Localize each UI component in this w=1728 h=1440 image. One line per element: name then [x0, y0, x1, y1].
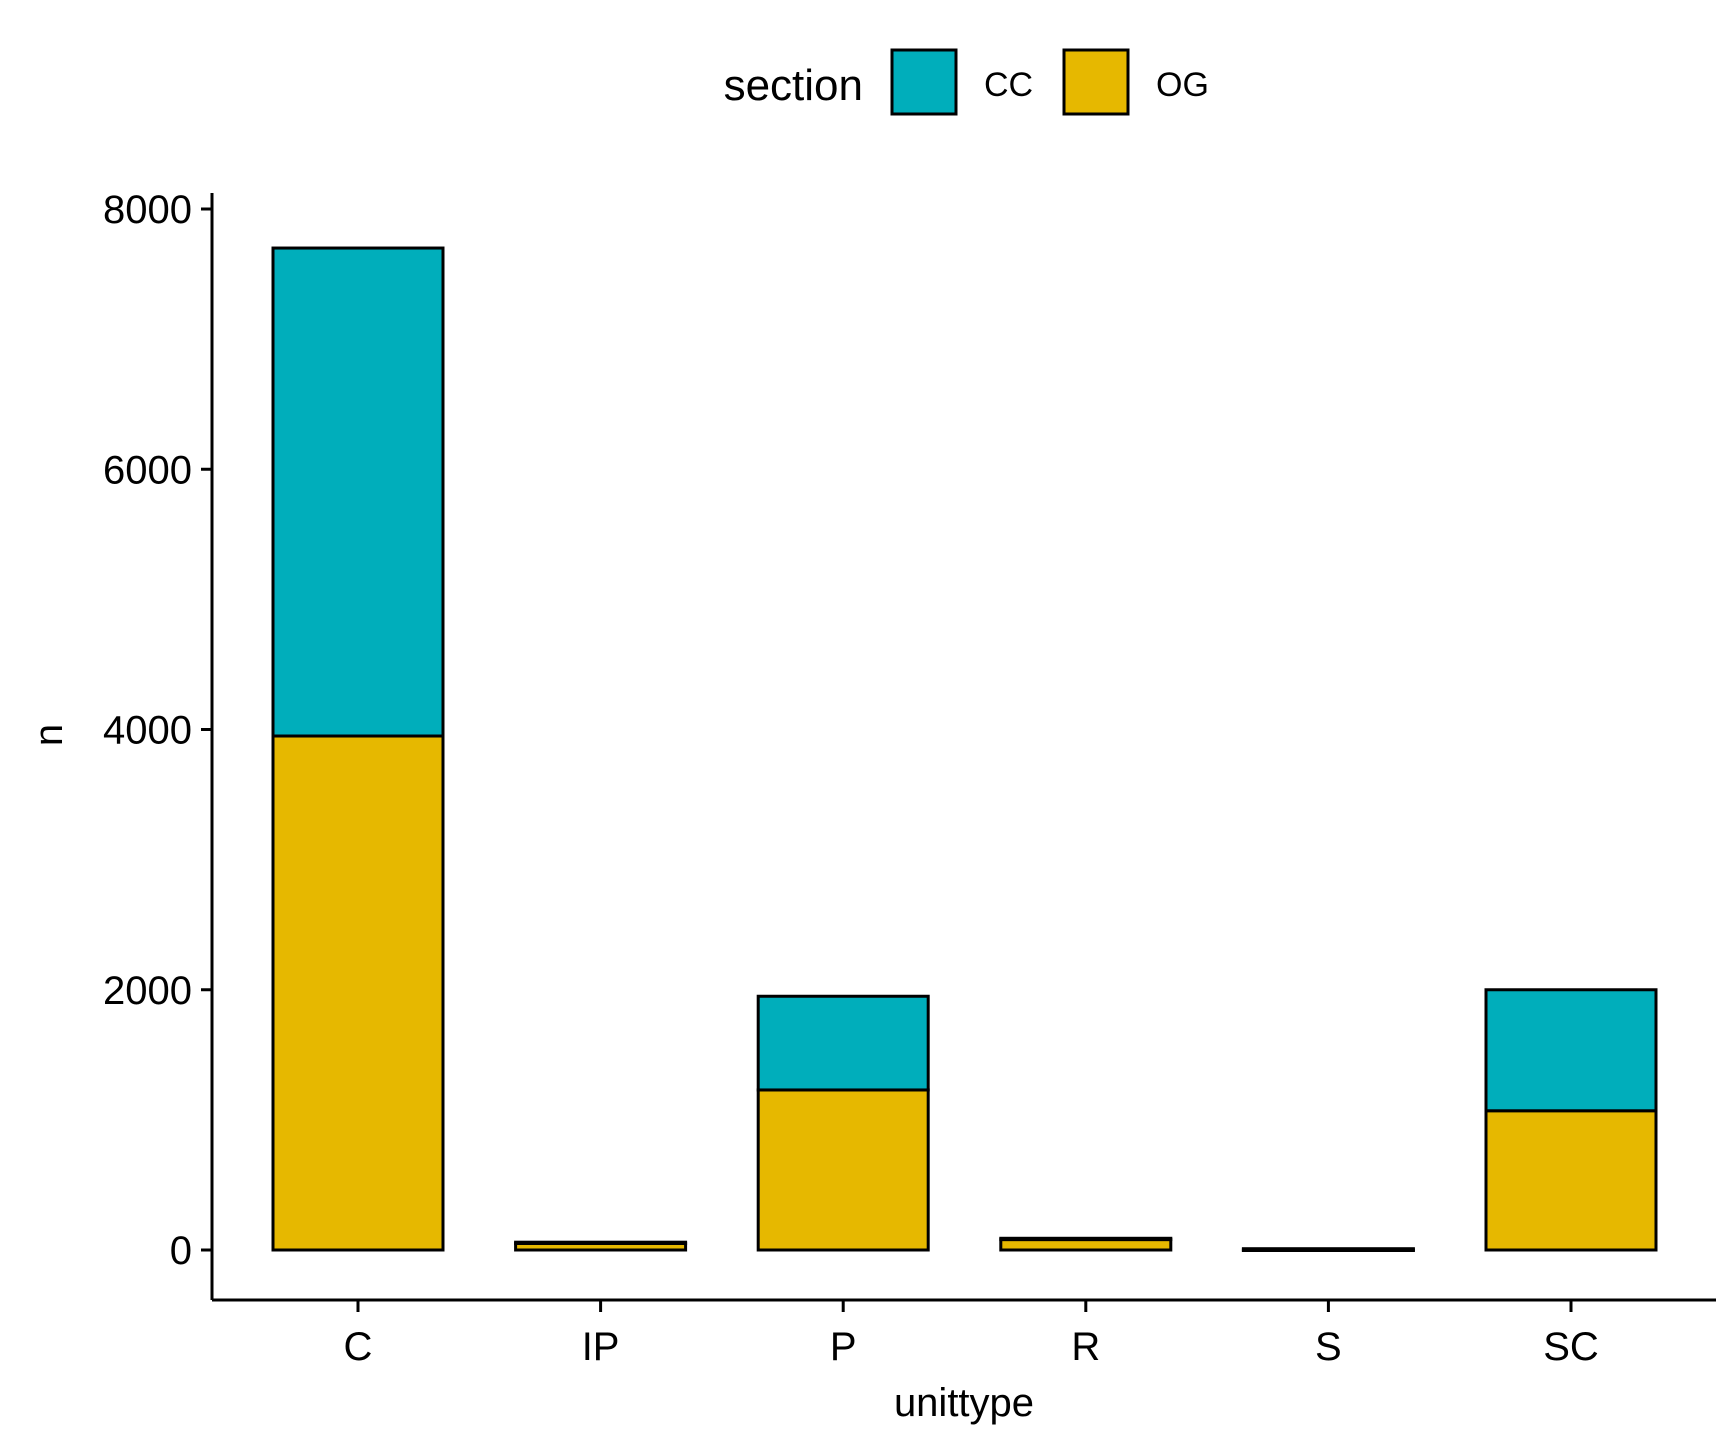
x-tick-label: S	[1315, 1325, 1342, 1369]
y-tick-label: 2000	[103, 969, 192, 1013]
bar-C-CC	[271, 246, 445, 738]
bar-R-CC	[999, 1236, 1173, 1242]
bars	[271, 246, 1658, 1252]
x-tick-label: SC	[1543, 1325, 1599, 1369]
y-axis-title: n	[27, 724, 71, 746]
bar-R-OG	[999, 1238, 1173, 1252]
bar-S-CC	[1241, 1247, 1415, 1252]
y-tick-label: 8000	[103, 188, 192, 232]
y-tick-label: 4000	[103, 709, 192, 753]
y-tick-label: 6000	[103, 448, 192, 492]
bar-P-CC	[756, 994, 930, 1092]
y-tick-label: 0	[170, 1229, 192, 1273]
legend-title: section	[724, 61, 863, 110]
bar-P-OG	[756, 1088, 930, 1252]
bar-C-OG	[271, 734, 445, 1252]
x-axis-title: unittype	[894, 1381, 1034, 1425]
bar-SC-CC	[1484, 988, 1658, 1113]
legend: section CC OG	[724, 48, 1209, 116]
axes	[210, 193, 1716, 1302]
y-axis-ticks: 0 2000 4000 6000 8000	[103, 188, 212, 1273]
bar-SC-OG	[1484, 1109, 1658, 1252]
x-axis-ticks: C IP P R S SC	[344, 1300, 1599, 1369]
legend-label-CC: CC	[984, 66, 1033, 104]
x-tick-label: IP	[582, 1325, 620, 1369]
legend-key-OG	[1062, 48, 1130, 116]
legend-label-OG: OG	[1156, 66, 1209, 104]
x-tick-label: R	[1071, 1325, 1100, 1369]
legend-key-CC	[890, 48, 958, 116]
x-tick-label: C	[344, 1325, 373, 1369]
bar-IP-CC	[514, 1240, 688, 1245]
x-tick-label: P	[830, 1325, 857, 1369]
